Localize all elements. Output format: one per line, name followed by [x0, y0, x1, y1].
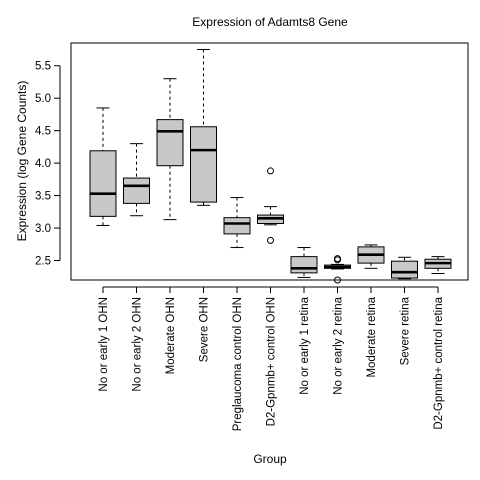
box-group	[89, 107, 117, 226]
outlier-point	[267, 167, 274, 175]
x-tick-label: Moderate OHN	[165, 297, 177, 374]
box-group	[123, 143, 150, 217]
x-tick-label: No or early 1 OHN	[98, 297, 110, 392]
x-tick-label: No or early 2 OHN	[132, 297, 144, 392]
box-iqr	[156, 119, 184, 167]
box-group	[357, 244, 385, 269]
y-axis-label: Expression (log Gene Counts)	[15, 81, 29, 242]
box-iqr	[223, 217, 251, 235]
x-tick-label: No or early 1 retina	[299, 296, 311, 394]
x-axis: No or early 1 OHN No or early 2 OHN Modera…	[98, 286, 445, 431]
y-tick-label: 2.5	[35, 256, 51, 268]
box-iqr	[89, 150, 117, 217]
box-group	[424, 256, 452, 275]
box-group	[156, 78, 184, 221]
x-tick-label: D2-Gpnmb+ control OHN	[266, 297, 278, 426]
x-tick-label: Preglaucoma control OHN	[232, 297, 244, 431]
outlier-point	[334, 256, 341, 264]
boxes	[89, 48, 452, 284]
box-iqr	[123, 177, 150, 204]
y-tick-label: 3.0	[35, 223, 51, 235]
x-axis-label: Group	[253, 452, 287, 466]
chart-title: Expression of Adamts8 Gene	[192, 15, 348, 29]
box-iqr	[190, 126, 217, 203]
box-iqr	[290, 256, 318, 274]
box-group	[223, 197, 251, 249]
outlier-point	[267, 236, 274, 244]
y-tick-label: 5.5	[35, 61, 51, 73]
x-tick-label: Moderate retina	[366, 296, 378, 377]
plot-frame	[70, 42, 469, 281]
box-group	[257, 167, 284, 244]
box-group	[290, 247, 318, 278]
y-axis: 2.5 3.0 3.5 4.0 4.5 5.0 5.5	[35, 61, 61, 268]
outlier-point	[334, 276, 341, 284]
y-tick-label: 4.5	[35, 126, 51, 138]
y-tick-label: 4.0	[35, 158, 51, 170]
box-group	[391, 256, 418, 280]
x-tick-label: Severe OHN	[199, 297, 211, 362]
y-tick-label: 5.0	[35, 93, 51, 105]
box-iqr	[391, 260, 418, 279]
x-tick-label: D2-Gpnmb+ control retina	[433, 296, 445, 429]
y-tick-label: 3.5	[35, 191, 51, 203]
x-tick-label: Severe retina	[400, 296, 412, 365]
box-group	[324, 255, 351, 284]
x-tick-label: No or early 2 retina	[333, 296, 345, 394]
box-group	[190, 48, 217, 206]
